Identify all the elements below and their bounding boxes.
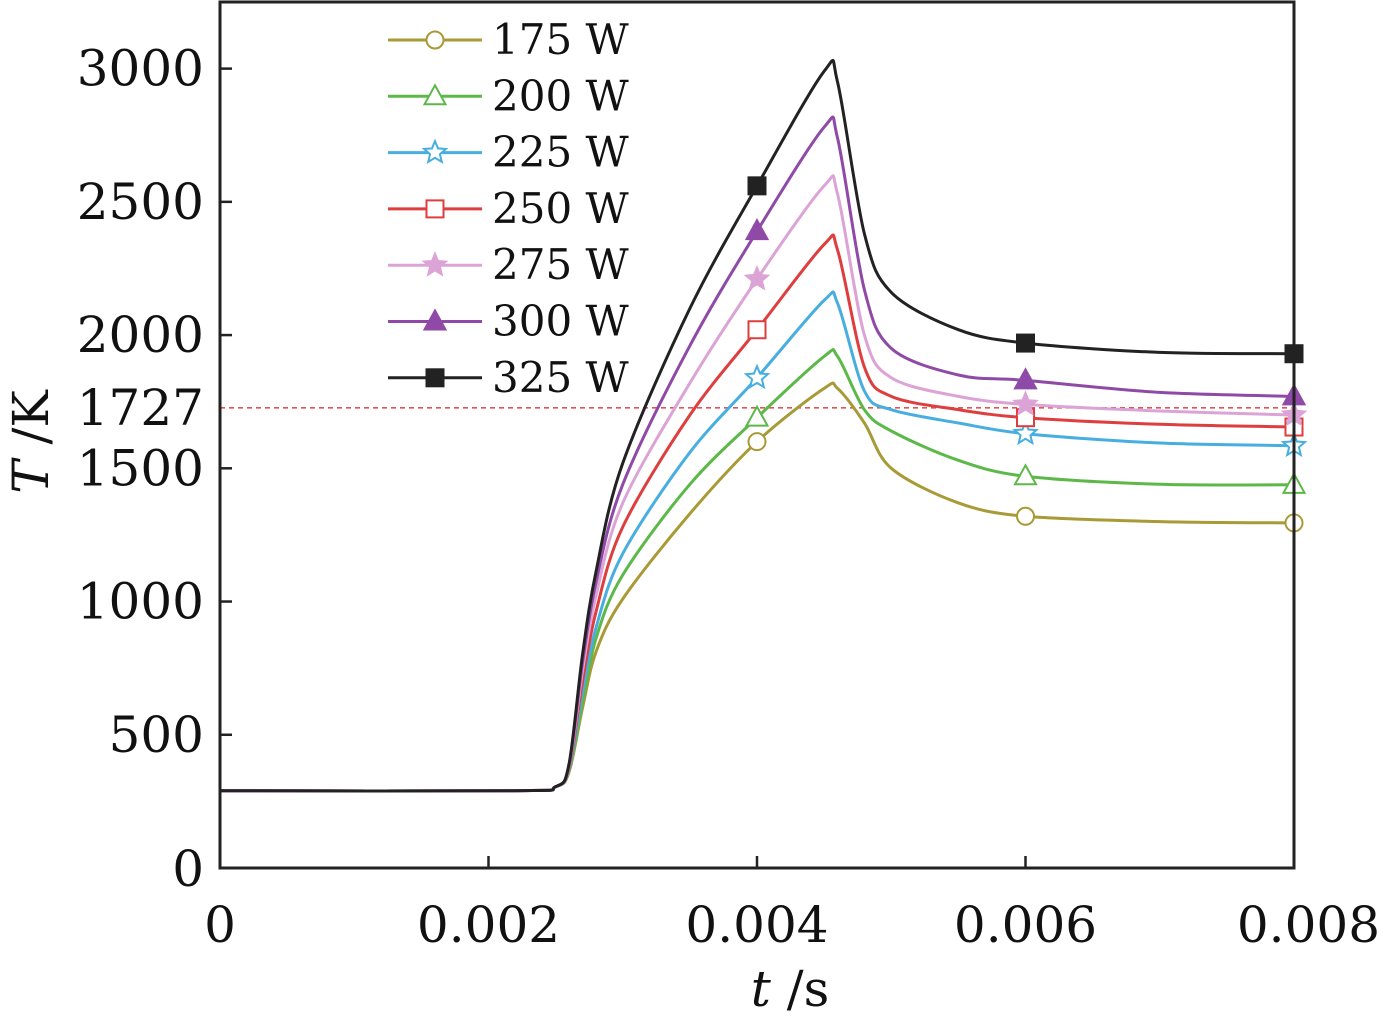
series-marker <box>743 363 771 390</box>
series-marker <box>747 320 767 340</box>
x-tick-label: 0 <box>204 896 236 954</box>
legend-item: 300 W <box>388 297 630 346</box>
series-marker <box>743 264 771 291</box>
x-axis-variable: t <box>751 960 772 1016</box>
series-marker <box>1016 333 1035 353</box>
series-line <box>220 59 1294 793</box>
series-marker <box>1016 506 1035 526</box>
legend-marker <box>421 251 449 277</box>
y-tick-label: 0 <box>172 840 204 898</box>
y-tick-label: 2500 <box>77 173 204 231</box>
series-marker <box>744 404 770 427</box>
legend-marker <box>422 308 448 331</box>
series-marker <box>744 218 770 241</box>
legend-marker <box>425 368 445 388</box>
x-axis-title: t /s <box>751 960 830 1016</box>
reference-line-label: 1727 <box>77 379 204 437</box>
legend-label: 275 W <box>492 240 630 289</box>
y-axis-variable: T <box>2 457 60 494</box>
x-tick-label: 0.006 <box>954 896 1097 954</box>
y-tick-label: 3000 <box>77 40 204 98</box>
legend-label: 325 W <box>492 353 630 402</box>
legend-item: 225 W <box>388 128 630 177</box>
legend-marker <box>421 138 449 165</box>
legend-item: 200 W <box>388 71 630 120</box>
legend-marker <box>425 199 445 219</box>
legend-label: 225 W <box>492 128 630 177</box>
y-tick-label: 1500 <box>77 439 204 497</box>
series-marker <box>747 176 767 196</box>
legend-item: 250 W <box>388 184 630 233</box>
y-tick-label: 1000 <box>77 573 204 631</box>
legend-label: 300 W <box>492 297 630 346</box>
x-tick-label: 0.008 <box>1237 896 1380 954</box>
y-axis-unit: /K <box>2 389 60 461</box>
y-tick-label: 2000 <box>77 306 204 364</box>
y-axis-title: T /K <box>2 389 60 494</box>
series-marker <box>1013 367 1038 390</box>
series-marker <box>1012 390 1039 416</box>
x-axis-unit: /s <box>771 960 829 1016</box>
legend-item: 275 W <box>388 240 630 289</box>
legend-item: 175 W <box>388 15 630 64</box>
legend-marker <box>422 83 448 106</box>
legend-item: 325 W <box>388 353 630 402</box>
x-tick-label: 0.004 <box>685 896 828 954</box>
legend-label: 250 W <box>492 184 630 233</box>
series-marker <box>1012 419 1039 446</box>
y-tick-label: 500 <box>109 706 204 764</box>
legend-marker <box>425 30 445 50</box>
series-marker <box>1013 463 1038 486</box>
legend-label: 175 W <box>492 15 630 64</box>
series-marker <box>747 432 767 452</box>
legend-label: 200 W <box>492 71 630 120</box>
x-tick-label: 0.002 <box>417 896 560 954</box>
